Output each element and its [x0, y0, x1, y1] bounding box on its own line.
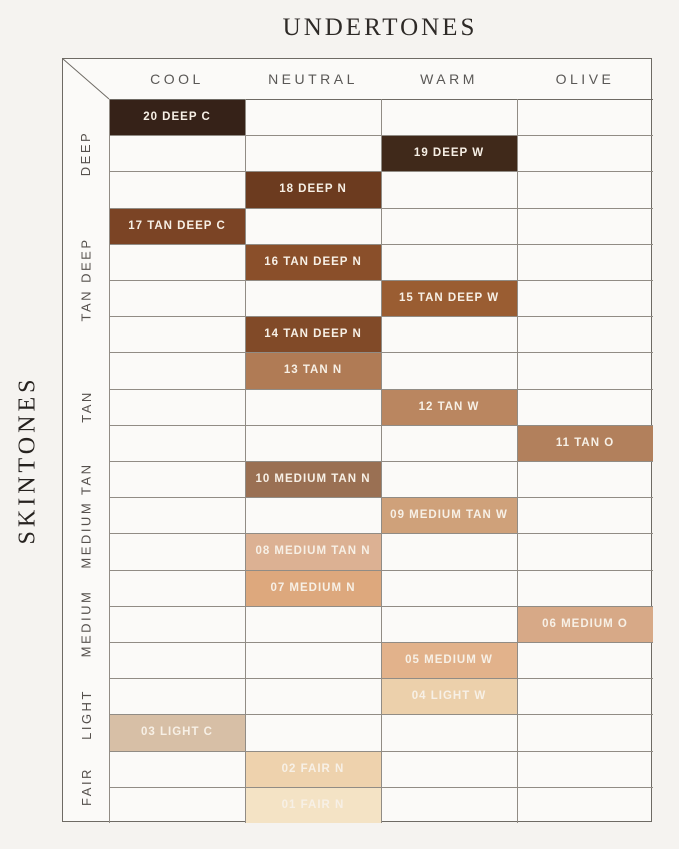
- shade-grid-inner: 20 DEEP C 19 DEEP W 18 DEEP N 17 TAN DEEP C…: [63, 59, 653, 823]
- shade-swatch-11-tan-o: 11 TAN O: [517, 424, 653, 461]
- row-group-label-text: TAN: [78, 390, 94, 423]
- grid-line-vertical: [109, 99, 110, 823]
- grid-line-vertical: [517, 99, 518, 823]
- shade-label: 01 FAIR N: [281, 798, 345, 811]
- shade-label: 20 DEEP C: [143, 111, 211, 124]
- shade-swatch-20-deep-c: 20 DEEP C: [109, 99, 245, 136]
- shade-swatch-14-tan-deep-n: 14 TAN DEEP N: [245, 316, 381, 353]
- shade-label: 14 TAN DEEP N: [264, 328, 362, 341]
- shade-label: 03 LIGHT C: [141, 726, 213, 739]
- shade-label: 11 TAN O: [555, 436, 615, 449]
- shade-swatch-17-tan-deep-c: 17 TAN DEEP C: [109, 207, 245, 244]
- shade-swatch-09-medium-tan-w: 09 MEDIUM TAN W: [381, 497, 517, 534]
- shade-swatch-15-tan-deep-w: 15 TAN DEEP W: [381, 280, 517, 317]
- shade-label: 16 TAN DEEP N: [264, 255, 362, 268]
- shade-label: 18 DEEP N: [279, 183, 347, 196]
- shade-label: 12 TAN W: [418, 400, 480, 413]
- row-group-label-text: FAIR: [78, 767, 94, 807]
- row-group-label-tan-deep: TAN DEEP: [63, 208, 109, 353]
- row-group-label-deep: DEEP: [63, 99, 109, 208]
- row-group-label-fair: FAIR: [63, 751, 109, 823]
- shade-swatch-08-medium-tan-n: 08 MEDIUM TAN N: [245, 533, 381, 570]
- shade-label: 10 MEDIUM TAN N: [255, 473, 371, 486]
- row-group-label-text: LIGHT: [78, 688, 94, 740]
- row-group-label-medium: MEDIUM: [63, 570, 109, 679]
- row-group-label-tan: TAN: [63, 352, 109, 461]
- grid-line-vertical: [245, 99, 246, 823]
- shade-label: 06 MEDIUM O: [542, 617, 628, 630]
- shade-label: 08 MEDIUM TAN N: [255, 545, 371, 558]
- shade-swatch-06-medium-o: 06 MEDIUM O: [517, 605, 653, 642]
- shade-swatch-10-medium-tan-n: 10 MEDIUM TAN N: [245, 461, 381, 498]
- shade-swatch-05-medium-w: 05 MEDIUM W: [381, 642, 517, 679]
- column-header-neutral: NEUTRAL: [268, 71, 358, 87]
- row-group-label-light: LIGHT: [63, 678, 109, 750]
- shade-swatch-07-medium-n: 07 MEDIUM N: [245, 569, 381, 606]
- shade-label: 07 MEDIUM N: [270, 581, 356, 594]
- skintones-axis-title: SKINTONES: [14, 375, 41, 545]
- column-header-olive: OLIVE: [555, 71, 615, 87]
- column-header-warm: WARM: [420, 71, 478, 87]
- shade-label: 17 TAN DEEP C: [128, 219, 226, 232]
- shade-label: 04 LIGHT W: [411, 690, 487, 703]
- header-corner-diagonal-line: [63, 59, 110, 100]
- row-group-label-text: MEDIUM: [78, 590, 94, 658]
- shade-swatch-19-deep-w: 19 DEEP W: [381, 135, 517, 172]
- shade-swatch-02-fair-n: 02 FAIR N: [245, 750, 381, 787]
- shade-grid: 20 DEEP C 19 DEEP W 18 DEEP N 17 TAN DEEP C…: [62, 58, 653, 823]
- shade-swatch-03-light-c: 03 LIGHT C: [109, 714, 245, 751]
- shade-label: 05 MEDIUM W: [405, 654, 493, 667]
- shade-label: 15 TAN DEEP W: [398, 292, 500, 305]
- row-group-label-text: MEDIUM TAN: [78, 462, 94, 569]
- shade-swatch-04-light-w: 04 LIGHT W: [381, 678, 517, 715]
- row-group-label-text: TAN DEEP: [78, 237, 94, 323]
- shade-label: 09 MEDIUM TAN W: [390, 509, 508, 522]
- shade-swatch-01-fair-n: 01 FAIR N: [245, 786, 381, 823]
- shade-label: 13 TAN N: [283, 364, 343, 377]
- shade-swatch-12-tan-w: 12 TAN W: [381, 388, 517, 425]
- row-group-label-text: DEEP: [78, 130, 94, 176]
- column-header-cool: COOL: [150, 71, 204, 87]
- undertones-axis-title: UNDERTONES: [282, 14, 478, 41]
- shade-swatch-16-tan-deep-n: 16 TAN DEEP N: [245, 243, 381, 280]
- shade-label: 02 FAIR N: [281, 762, 345, 775]
- shade-swatch-13-tan-n: 13 TAN N: [245, 352, 381, 389]
- row-group-label-medium-tan: MEDIUM TAN: [63, 461, 109, 570]
- shade-swatch-18-deep-n: 18 DEEP N: [245, 171, 381, 208]
- shade-label: 19 DEEP W: [413, 147, 485, 160]
- grid-line-vertical: [381, 99, 382, 823]
